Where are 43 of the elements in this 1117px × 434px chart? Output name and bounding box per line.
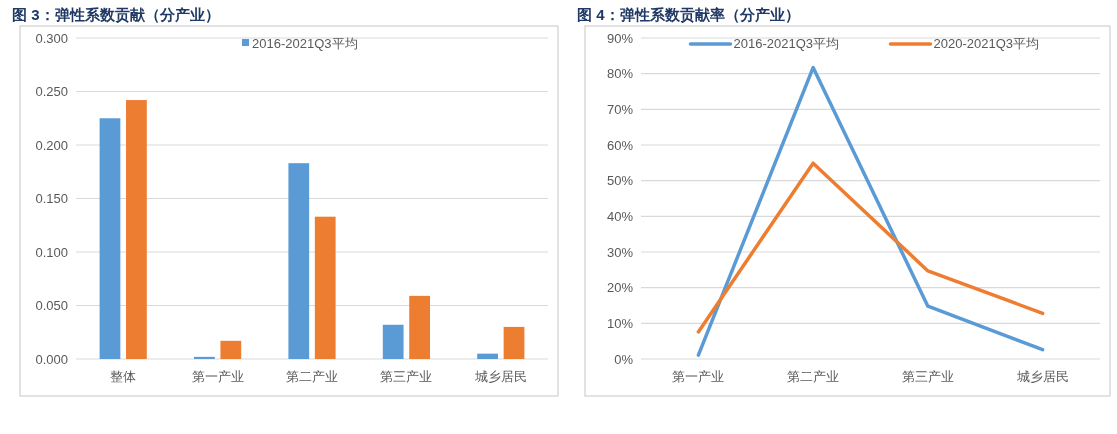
bar — [382, 324, 404, 359]
bar — [194, 356, 215, 359]
y-tick-label: 40% — [606, 208, 634, 224]
y-tick-label: 90% — [606, 30, 634, 46]
y-tick-label: 0.250 — [35, 84, 68, 99]
bar — [503, 326, 525, 359]
y-tick-label: 20% — [606, 280, 634, 296]
y-tick-label: 30% — [606, 244, 634, 260]
x-tick-label: 第一产业 — [191, 369, 244, 384]
bar — [288, 163, 310, 359]
bar — [220, 340, 242, 359]
legend-label: 2020-2021Q3平均 — [933, 36, 1040, 51]
bar — [314, 216, 336, 359]
x-tick-label: 第二产业 — [787, 369, 840, 384]
y-tick-label: 0.000 — [35, 351, 68, 367]
x-tick-label: 第三产业 — [380, 369, 433, 384]
y-tick-label: 10% — [606, 315, 634, 331]
y-tick-label: 0.050 — [35, 298, 68, 313]
y-tick-label: 80% — [606, 66, 634, 82]
bar — [477, 353, 498, 359]
x-tick-label: 第三产业 — [901, 369, 954, 384]
line-series — [696, 161, 1045, 334]
x-tick-label: 第一产业 — [672, 369, 725, 384]
y-tick-label: 70% — [606, 101, 634, 117]
bar — [99, 118, 121, 359]
x-tick-label: 第二产业 — [286, 369, 338, 384]
y-tick-label: 0.150 — [35, 191, 68, 206]
y-tick-label: 0.200 — [35, 137, 68, 153]
x-tick-label: 城乡居民 — [1015, 369, 1069, 384]
bar — [126, 100, 147, 359]
chart-title: 图 4：弹性系数贡献率（分产业） — [577, 6, 800, 24]
legend-label: 2016-2021Q3平均 — [733, 36, 840, 51]
chart-title: 图 3：弹性系数贡献（分产业） — [12, 6, 220, 24]
x-tick-label: 城乡居民 — [473, 369, 527, 384]
y-tick-label: 0.300 — [35, 30, 68, 46]
y-tick-label: 0% — [614, 351, 634, 367]
y-tick-label: 50% — [606, 173, 634, 189]
legend-label: 2016-2021Q3平均 — [252, 36, 358, 51]
line-series — [696, 65, 1045, 357]
y-tick-label: 0.100 — [35, 244, 68, 260]
bar — [409, 295, 430, 359]
x-tick-label: 整体 — [110, 369, 137, 384]
y-tick-label: 60% — [606, 137, 634, 153]
